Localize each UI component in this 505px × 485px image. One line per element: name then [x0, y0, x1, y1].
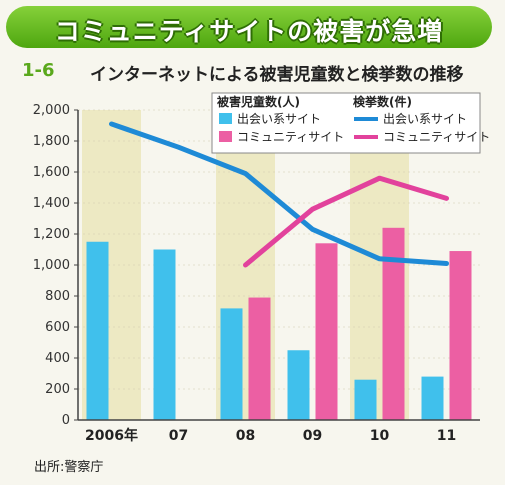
y-tick-label-1: 200: [45, 382, 70, 397]
point-arrests-deai-0: [109, 121, 114, 126]
bar-victims-community-5: [449, 251, 472, 420]
title-banner: コミュニティサイトの被害が急増: [6, 6, 492, 48]
legend-arrests-community: コミュニティサイト: [383, 130, 490, 144]
line-arrests-community: [243, 175, 449, 268]
bar-victims-deai-5: [421, 376, 444, 420]
bars: [86, 227, 472, 420]
bar-victims-deai-0: [86, 241, 109, 420]
point-arrests-deai-2: [243, 171, 248, 176]
legend: 被害児童数(人) 出会い系サイト コミュニティサイト 検挙数(件) 出会い系サイ…: [211, 92, 490, 154]
y-tick-label-9: 1,800: [33, 134, 70, 149]
point-arrests-community-3: [310, 207, 315, 212]
point-arrests-deai-3: [310, 227, 315, 232]
x-tick-label-2: 08: [236, 428, 255, 444]
point-arrests-community-5: [444, 196, 449, 201]
x-tick-label-0: 2006年: [85, 427, 138, 444]
lines: [109, 121, 449, 268]
x-tick-label-5: 11: [437, 428, 456, 444]
bar-victims-community-2: [248, 297, 271, 420]
x-ticks: 2006年 07 08 09 10 11: [85, 427, 456, 444]
point-arrests-community-2: [243, 263, 248, 267]
y-tick-label-4: 800: [45, 289, 70, 304]
y-tick-label-2: 400: [45, 351, 70, 366]
source-note: 出所:警察庁: [34, 460, 104, 475]
bar-victims-community-4: [382, 227, 405, 420]
figure-title: インターネットによる被害児童数と検挙数の推移: [90, 65, 464, 85]
bar-victims-deai-2: [220, 308, 243, 420]
legend-arrests-header: 検挙数(件): [353, 94, 412, 109]
bar-victims-deai-1: [153, 249, 176, 420]
y-tick-label-10: 2,000: [33, 103, 70, 118]
x-tick-label-3: 09: [303, 428, 322, 444]
banner-title: コミュニティサイトの被害が急増: [54, 17, 444, 46]
line-arrests-deai: [109, 121, 449, 266]
bar-victims-deai-3: [287, 350, 310, 420]
point-arrests-deai-4: [377, 256, 382, 261]
legend-swatch-victims-deai: [219, 113, 232, 124]
y-tick-label-0: 0: [62, 413, 70, 428]
y-tick-label-5: 1,000: [33, 258, 70, 273]
x-tick-label-1: 07: [169, 428, 188, 444]
legend-victims-header: 被害児童数(人): [217, 94, 300, 109]
y-tick-label-8: 1,600: [33, 165, 70, 180]
legend-arrests-deai: 出会い系サイト: [383, 112, 467, 126]
y-ticks: 0 200 400 600 800 1,000 1,200 1,400 1,600 1,800 2,…: [33, 103, 78, 428]
y-tick-label-7: 1,400: [33, 196, 70, 211]
legend-box: [211, 92, 481, 154]
legend-swatch-victims-community: [219, 131, 232, 142]
legend-victims-community: コミュニティサイト: [237, 130, 344, 144]
y-tick-label-3: 600: [45, 320, 70, 335]
figure-number: 1-6: [22, 60, 55, 81]
y-tick-label-6: 1,200: [33, 227, 70, 242]
point-arrests-deai-5: [444, 261, 449, 266]
bar-victims-deai-4: [354, 379, 377, 420]
x-tick-label-4: 10: [370, 428, 390, 444]
legend-victims-deai: 出会い系サイト: [237, 112, 321, 126]
point-arrests-deai-1: [176, 145, 181, 150]
point-arrests-community-4: [377, 176, 382, 181]
bar-victims-community-3: [315, 243, 338, 420]
